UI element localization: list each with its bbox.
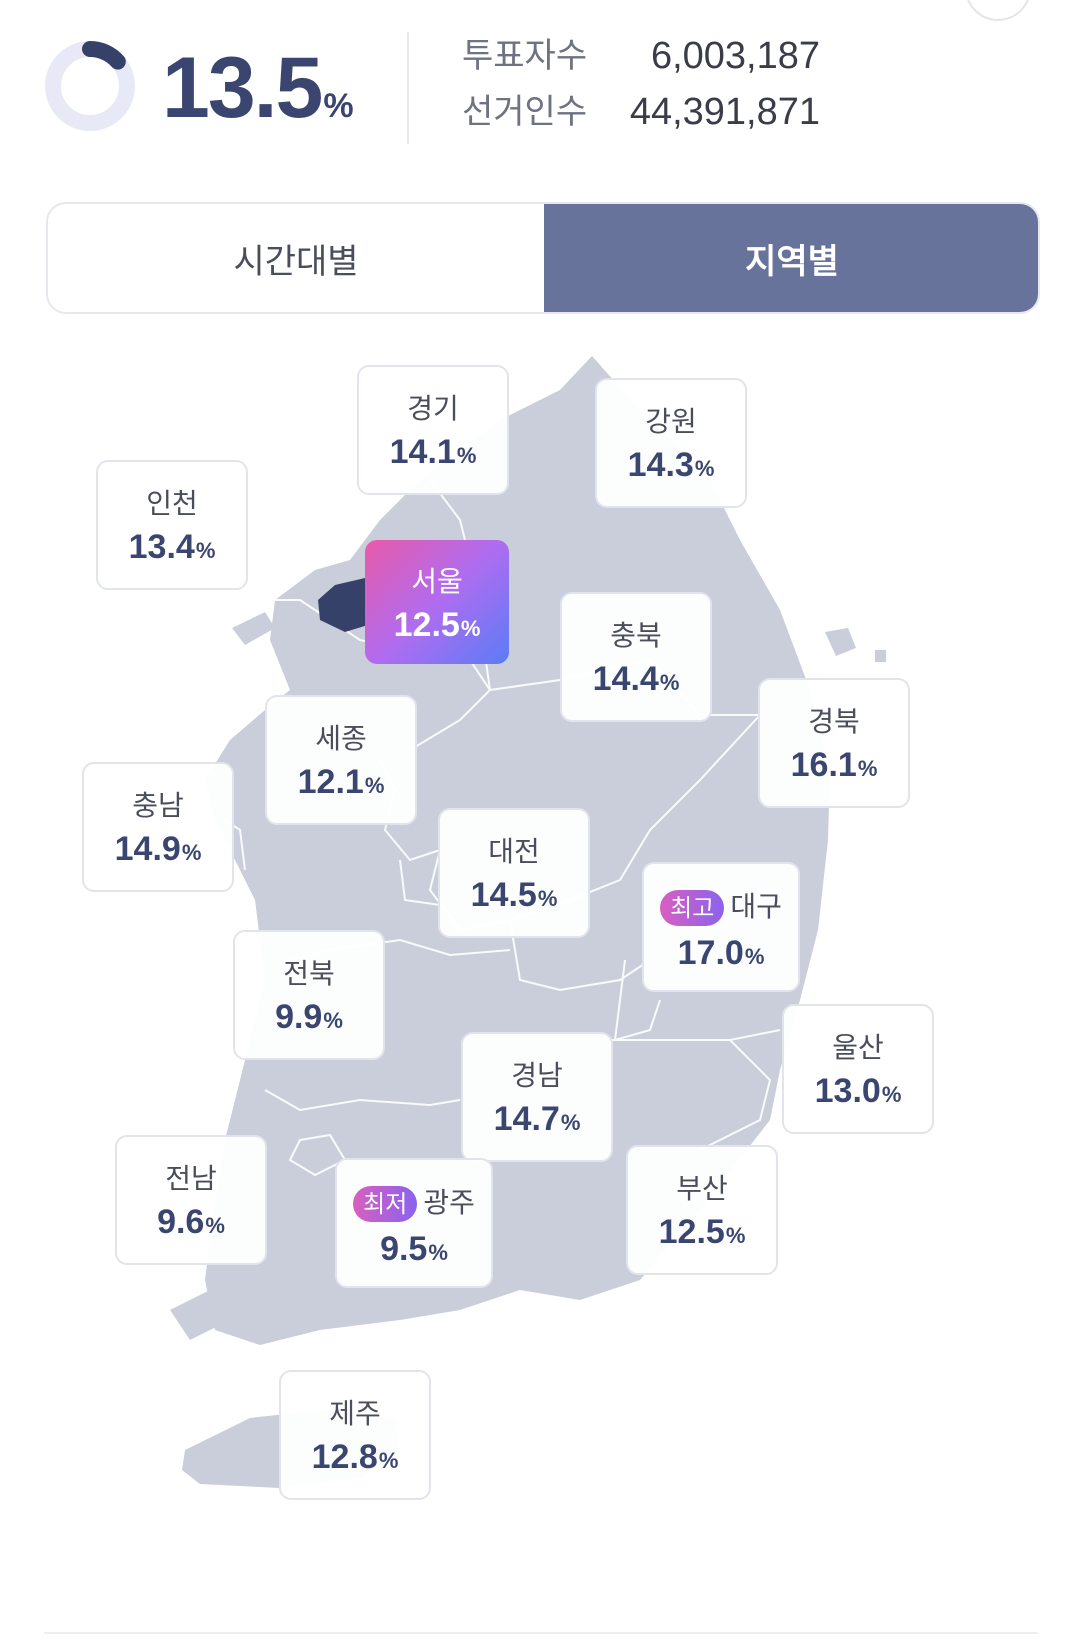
- region-card-daegu[interactable]: 최고 대구 17.0%: [642, 862, 800, 992]
- votes-value: 6,003,187: [650, 35, 820, 77]
- votes-label: 투표자수: [462, 36, 588, 76]
- turnout-value: 13.5: [162, 40, 323, 136]
- region-name: 충남: [132, 789, 184, 822]
- region-card-chungnam[interactable]: 충남 14.9%: [82, 762, 234, 892]
- region-value: 14.5%: [470, 876, 558, 914]
- region-card-jeonnam[interactable]: 전남 9.6%: [115, 1135, 267, 1265]
- region-card-seoul[interactable]: 서울 12.5%: [365, 540, 509, 664]
- region-name: 경기: [407, 392, 459, 425]
- turnout-unit: %: [323, 87, 354, 125]
- region-card-gangwon[interactable]: 강원 14.3%: [595, 378, 747, 508]
- region-name: 울산: [832, 1031, 884, 1064]
- region-card-sejong[interactable]: 세종 12.1%: [265, 695, 417, 825]
- region-card-gwangju[interactable]: 최저 광주 9.5%: [335, 1158, 493, 1288]
- region-value: 17.0%: [677, 934, 765, 972]
- region-name: 인천: [146, 487, 198, 520]
- region-card-jeonbuk[interactable]: 전북 9.9%: [233, 930, 385, 1060]
- region-card-gyeongbuk[interactable]: 경북 16.1%: [758, 678, 910, 808]
- region-value: 9.5%: [380, 1230, 448, 1268]
- region-name: 전북: [283, 957, 335, 990]
- region-name: 경북: [808, 705, 860, 738]
- region-value: 12.1%: [297, 763, 385, 801]
- lowest-badge: 최저: [353, 1186, 418, 1222]
- electors-label: 선거인수: [462, 92, 588, 132]
- turnout-percent: 13.5%: [162, 38, 354, 156]
- region-value: 12.5%: [393, 606, 481, 644]
- region-value: 12.5%: [658, 1213, 746, 1251]
- region-name: 강원: [645, 405, 697, 438]
- region-card-chungbuk[interactable]: 충북 14.4%: [560, 592, 712, 722]
- region-card-ulsan[interactable]: 울산 13.0%: [782, 1004, 934, 1134]
- region-name: 대전: [488, 835, 540, 868]
- summary-divider: [407, 32, 409, 144]
- region-card-jeju[interactable]: 제주 12.8%: [279, 1370, 431, 1500]
- highest-badge: 최고: [660, 890, 725, 926]
- tab-by-time[interactable]: 시간대별: [233, 241, 359, 282]
- region-name: 경남: [511, 1059, 563, 1092]
- region-value: 14.7%: [493, 1100, 581, 1138]
- region-name: 서울: [411, 565, 463, 598]
- region-value: 16.1%: [790, 746, 878, 784]
- bottom-divider: [44, 1632, 1038, 1634]
- region-card-gyeongnam[interactable]: 경남 14.7%: [461, 1032, 613, 1162]
- tab-by-region[interactable]: 지역별: [544, 204, 1038, 312]
- region-value: 9.6%: [157, 1203, 225, 1241]
- region-value: 13.0%: [814, 1072, 902, 1110]
- region-value: 9.9%: [275, 998, 343, 1036]
- scroll-top-button[interactable]: [965, 0, 1031, 21]
- region-name: 부산: [676, 1172, 728, 1205]
- region-name: 전남: [165, 1162, 217, 1195]
- region-value: 14.1%: [389, 433, 477, 471]
- region-value: 14.9%: [114, 830, 202, 868]
- region-name: 최저 광주: [337, 1186, 491, 1222]
- region-map: 경기 14.1% 강원 14.3% 인천 13.4% 서울 12.5% 충북 1…: [0, 340, 1080, 1590]
- region-value: 14.3%: [627, 446, 715, 484]
- view-tabs: 시간대별 지역별: [46, 202, 1040, 314]
- region-card-gyeonggi[interactable]: 경기 14.1%: [357, 365, 509, 495]
- electors-value: 44,391,871: [629, 91, 820, 133]
- region-name: 충북: [610, 619, 662, 652]
- region-card-daejeon[interactable]: 대전 14.5%: [438, 808, 590, 938]
- region-value: 12.8%: [311, 1438, 399, 1476]
- turnout-ring-icon: [45, 41, 135, 131]
- region-card-busan[interactable]: 부산 12.5%: [626, 1145, 778, 1275]
- region-name: 세종: [315, 722, 367, 755]
- region-name: 제주: [329, 1397, 381, 1430]
- region-value: 14.4%: [592, 660, 680, 698]
- region-card-incheon[interactable]: 인천 13.4%: [96, 460, 248, 590]
- region-name: 최고 대구: [644, 890, 798, 926]
- region-value: 13.4%: [128, 528, 216, 566]
